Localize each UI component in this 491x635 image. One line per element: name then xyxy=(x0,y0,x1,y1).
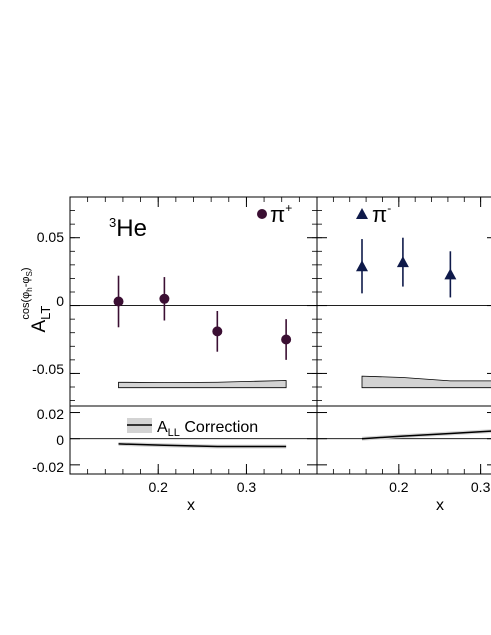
target-label-base: He xyxy=(116,215,147,242)
legend-label-pi-minus-base: π xyxy=(372,202,387,227)
ytick-label-top-0: 0.05 xyxy=(37,229,64,245)
legend-label-pi-plus: π+ xyxy=(270,201,292,227)
y-axis-label-sup: cos(φ xyxy=(20,292,32,320)
legend-label-pi-plus-base: π xyxy=(270,202,285,227)
xtick-label-right-0: 0.2 xyxy=(389,479,409,495)
plot-layer xyxy=(70,197,491,474)
ytick-label-top-2: -0.05 xyxy=(32,361,64,377)
data-point-pi-minus-2 xyxy=(444,268,457,280)
systematic-band-0 xyxy=(118,380,287,389)
all-correction-line-0 xyxy=(118,443,287,448)
right-top-frame xyxy=(316,196,491,407)
target-label: 3He xyxy=(109,215,147,242)
y-axis-label-sup-h: h xyxy=(25,287,34,291)
y-axis-label-sup-s: S xyxy=(25,271,34,276)
y-axis-label-sub: LT xyxy=(38,306,53,320)
legend-label-pi-minus: π- xyxy=(372,201,391,227)
left-top-frame xyxy=(69,196,318,407)
ytick-label-bottom-1: 0 xyxy=(56,432,64,448)
data-point-pi-plus-0 xyxy=(113,296,124,307)
svg-text:ALTcos(φh-φS): ALT cos(φh-φS) xyxy=(20,267,53,332)
y-axis-label-sup-mid: -φ xyxy=(20,276,32,287)
data-point-pi-minus-0 xyxy=(356,260,368,272)
legend-all-label-rest: Correction xyxy=(180,419,258,436)
y-axis-label-base: A xyxy=(29,320,50,333)
y-axis-label: ALT cos(φh-φS) xyxy=(20,267,53,332)
right-bottom-frame xyxy=(316,405,491,475)
legend-label-pi-minus-sup: - xyxy=(387,201,391,215)
data-point-pi-plus-2 xyxy=(212,326,223,337)
x-axis-label-left: x xyxy=(187,497,195,514)
y-axis-label-sup-end: ) xyxy=(20,267,32,271)
legend-marker-pi-plus xyxy=(257,209,267,219)
legend-all-label-sub: LL xyxy=(168,427,180,439)
data-point-pi-plus-1 xyxy=(159,293,170,304)
legend-label-pi-plus-sup: + xyxy=(285,201,292,215)
left-bottom-frame xyxy=(69,405,318,475)
data-point-pi-plus-3 xyxy=(281,334,292,345)
xtick-label-left-1: 0.3 xyxy=(237,479,257,495)
ytick-label-bottom-2: -0.02 xyxy=(32,459,64,475)
xtick-label-left-0: 0.2 xyxy=(148,479,168,495)
systematic-band-1 xyxy=(361,375,491,389)
legend-all-label-base: A xyxy=(157,419,168,436)
legend-marker-pi-minus xyxy=(356,208,368,219)
xtick-label-right-1: 0.3 xyxy=(471,479,491,495)
all-correction-line-1 xyxy=(361,430,491,440)
ytick-label-bottom-0: 0.02 xyxy=(37,406,64,422)
target-label-sup: 3 xyxy=(109,215,116,230)
ytick-label-top-1: 0 xyxy=(56,293,64,309)
data-point-pi-minus-1 xyxy=(396,256,409,268)
x-axis-label-right: x xyxy=(436,497,444,514)
legend-all-label: ALL Correction xyxy=(157,419,258,439)
